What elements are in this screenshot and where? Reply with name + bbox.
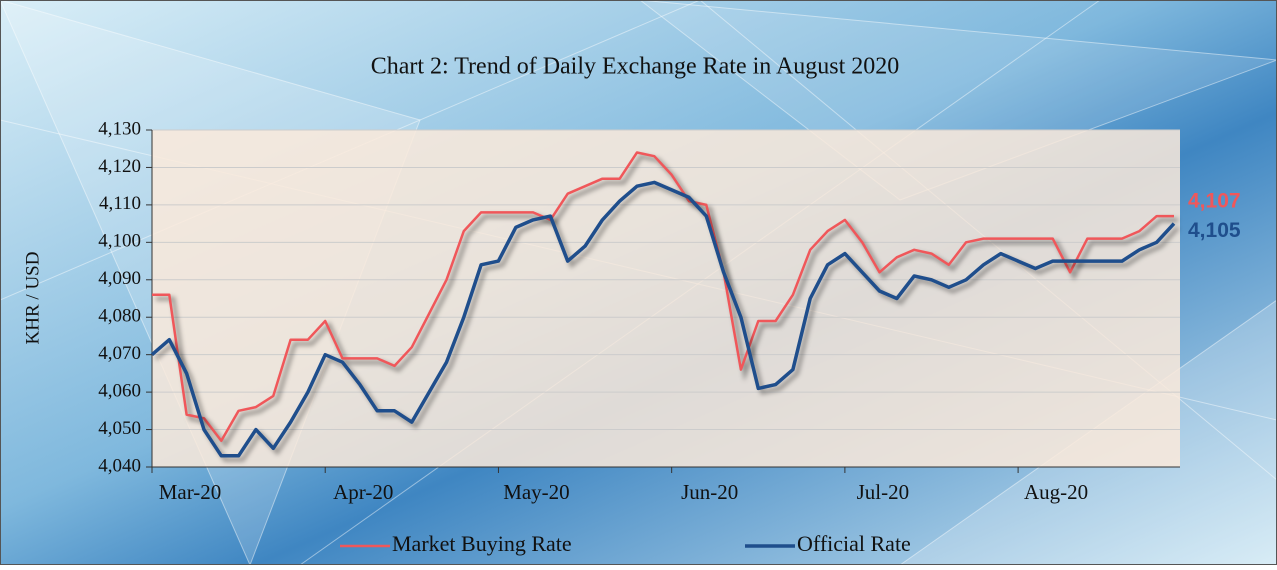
x-tick-label: Jul-20 (857, 480, 910, 504)
y-tick-label: 4,110 (99, 193, 141, 214)
y-tick-label: 4,120 (98, 156, 141, 177)
plot-area (152, 130, 1180, 467)
x-tick-label: Aug-20 (1024, 480, 1088, 504)
chart-title: Chart 2: Trend of Daily Exchange Rate in… (371, 54, 900, 80)
x-tick-label: Mar-20 (159, 480, 222, 504)
x-tick-label: May-20 (503, 480, 570, 504)
y-tick-label: 4,070 (98, 343, 141, 364)
y-tick-label: 4,080 (98, 306, 141, 327)
y-tick-label: 4,040 (98, 455, 141, 476)
x-tick-label: Apr-20 (333, 480, 393, 504)
y-tick-label: 4,100 (98, 231, 141, 252)
y-axis-label: KHR / USD (22, 252, 43, 345)
end-label: 4,105 (1188, 219, 1241, 242)
end-label: 4,107 (1188, 190, 1241, 213)
y-tick-label: 4,060 (98, 380, 141, 401)
legend-label: Market Buying Rate (392, 531, 572, 556)
legend-label: Official Rate (797, 531, 911, 556)
y-tick-label: 4,050 (98, 418, 141, 439)
y-tick-label: 4,130 (98, 118, 141, 139)
x-tick-label: Jun-20 (681, 480, 738, 504)
chart: Chart 2: Trend of Daily Exchange Rate in… (0, 0, 1277, 565)
y-tick-label: 4,090 (98, 268, 141, 289)
